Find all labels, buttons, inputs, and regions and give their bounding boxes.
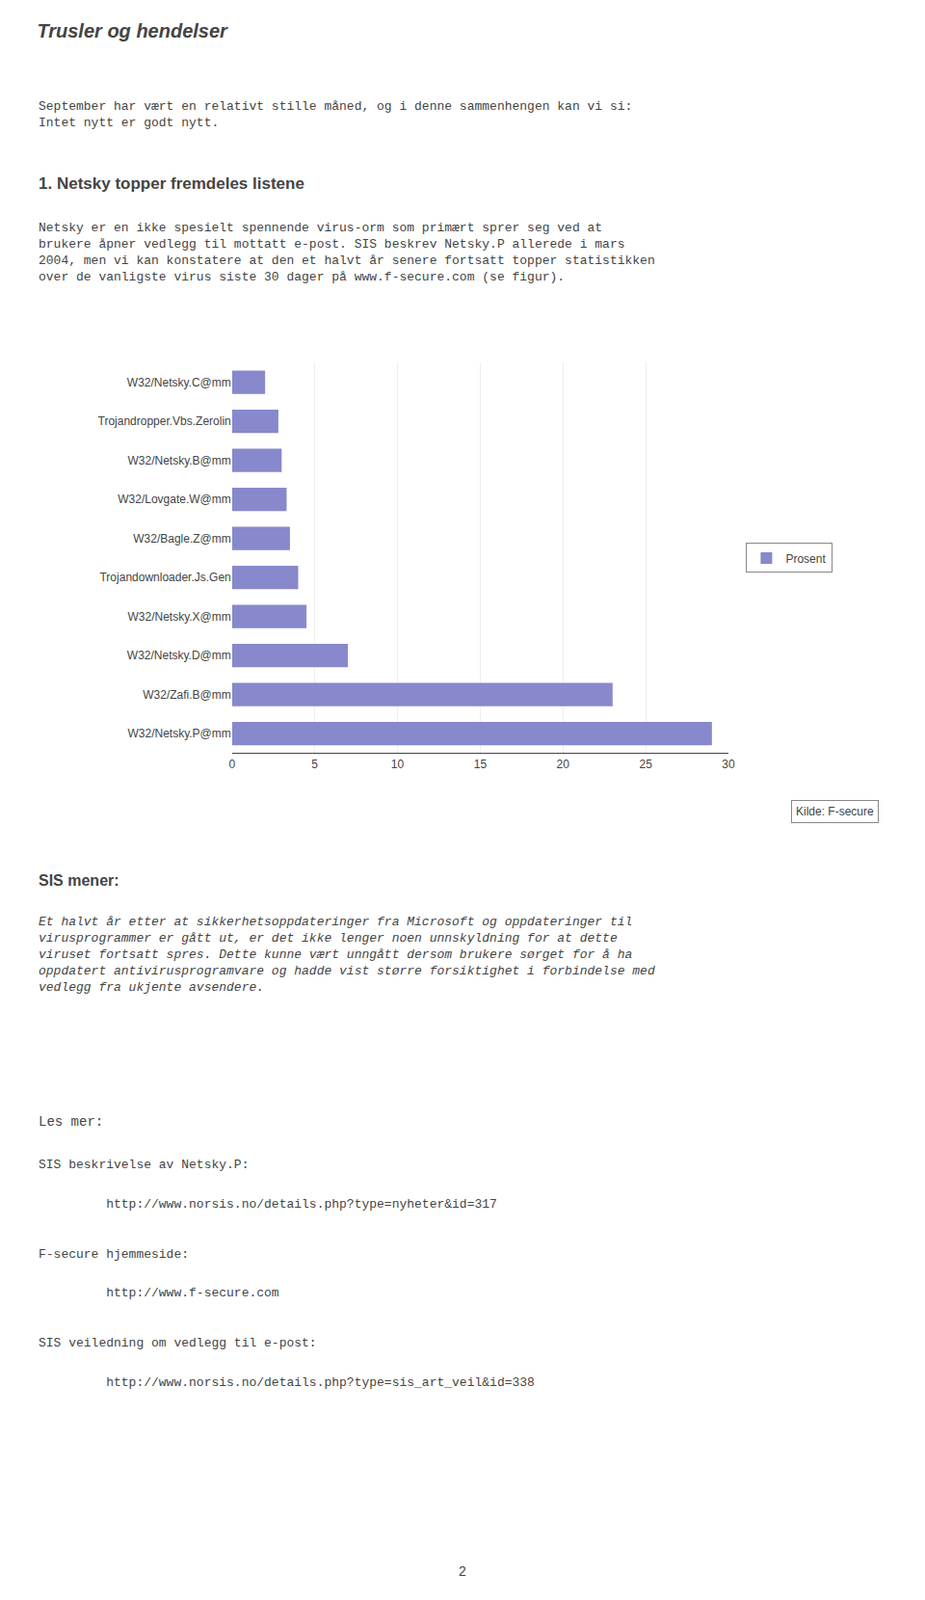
svg-text:Les mer:: Les mer: <box>38 1113 104 1130</box>
svg-text:W32/Netsky.B@mm: W32/Netsky.B@mm <box>127 453 231 468</box>
svg-text:SIS mener:: SIS mener: <box>38 872 120 889</box>
svg-text:20: 20 <box>556 757 571 771</box>
svg-text:2: 2 <box>458 1562 467 1579</box>
svg-text:Trojandownloader.Js.Gen: Trojandownloader.Js.Gen <box>99 570 231 584</box>
svg-text:W32/Netsky.D@mm: W32/Netsky.D@mm <box>127 648 232 662</box>
svg-text:http://www.norsis.no/details.p: http://www.norsis.no/details.php?type=ny… <box>38 1196 498 1212</box>
svg-text:http://www.f-secure.com: http://www.f-secure.com <box>38 1285 280 1300</box>
svg-text:W32/Lovgate.W@mm: W32/Lovgate.W@mm <box>117 492 232 506</box>
svg-text:SIS veiledning om vedlegg til: SIS veiledning om vedlegg til e-post: <box>38 1335 318 1350</box>
svg-text:25: 25 <box>638 757 653 771</box>
svg-text:30: 30 <box>721 757 736 771</box>
svg-text:W32/Netsky.X@mm: W32/Netsky.X@mm <box>127 609 231 624</box>
svg-text:15: 15 <box>474 757 488 771</box>
svg-text:Et halvt år etter at sikkerhet: Et halvt år etter at sikkerhetsoppdateri… <box>38 914 656 995</box>
svg-text:Prosent: Prosent <box>785 552 826 566</box>
svg-text:W32/Netsky.P@mm: W32/Netsky.P@mm <box>127 726 231 740</box>
svg-text:Netsky er en ikke spesielt spe: Netsky er en ikke spesielt spennende vir… <box>38 220 656 285</box>
svg-text:September har vært en relativt: September har vært en relativt stille må… <box>38 99 633 131</box>
svg-text:1. Netsky topper fremdeles lis: 1. Netsky topper fremdeles listene <box>38 174 305 193</box>
svg-text:Trojandropper.Vbs.Zerolin: Trojandropper.Vbs.Zerolin <box>98 414 232 428</box>
svg-text:Trusler og hendelser: Trusler og hendelser <box>36 20 229 42</box>
svg-text:W32/Netsky.C@mm: W32/Netsky.C@mm <box>127 375 232 390</box>
svg-text:10: 10 <box>391 757 405 771</box>
svg-text:F-secure hjemmeside:: F-secure hjemmeside: <box>38 1246 189 1262</box>
svg-text:W32/Zafi.B@mm: W32/Zafi.B@mm <box>142 687 232 702</box>
svg-text:5: 5 <box>311 757 318 771</box>
svg-text:Kilde: F-secure: Kilde: F-secure <box>795 804 874 819</box>
svg-text:SIS beskrivelse av Netsky.P:: SIS beskrivelse av Netsky.P: <box>38 1157 249 1172</box>
svg-text:http://www.norsis.no/details.p: http://www.norsis.no/details.php?type=si… <box>38 1374 535 1390</box>
svg-text:0: 0 <box>228 757 236 771</box>
svg-text:W32/Bagle.Z@mm: W32/Bagle.Z@mm <box>132 531 232 546</box>
